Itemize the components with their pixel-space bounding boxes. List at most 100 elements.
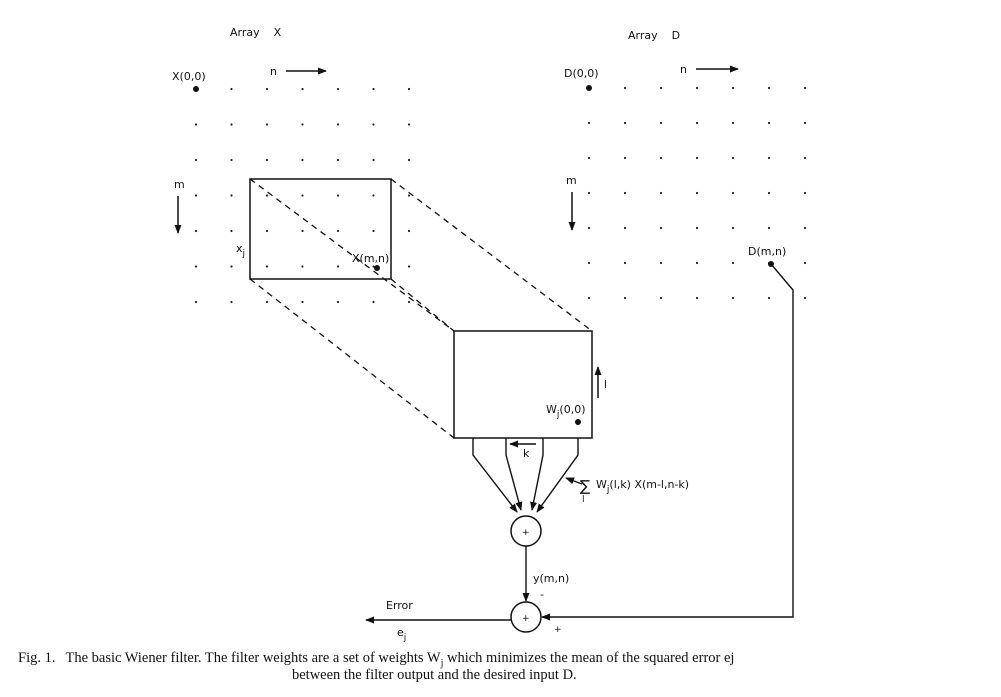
grid-dot bbox=[803, 296, 807, 300]
grid-dot bbox=[407, 265, 411, 268]
grid-dot bbox=[587, 296, 591, 300]
dmn-label: D(m,n) bbox=[748, 245, 786, 258]
grid-dot bbox=[230, 265, 233, 268]
n-label-left: n bbox=[270, 65, 277, 78]
adder-2-sign: + bbox=[522, 614, 530, 624]
grid-dot bbox=[767, 226, 771, 230]
l-label: l bbox=[604, 378, 607, 391]
grid-dot bbox=[301, 123, 304, 126]
grid-dot bbox=[336, 158, 340, 162]
grid-dot bbox=[265, 194, 269, 197]
grid-dot bbox=[731, 226, 735, 230]
grid-dot bbox=[301, 158, 304, 162]
grid-dot bbox=[695, 86, 699, 90]
grid-dot bbox=[623, 296, 627, 300]
n-label-right: n bbox=[680, 63, 687, 76]
grid-dot bbox=[230, 300, 233, 304]
x00-label: X(0,0) bbox=[172, 70, 206, 83]
adder-1-sign: + bbox=[522, 528, 530, 538]
m-label-left: m bbox=[174, 178, 185, 191]
grid-dot bbox=[372, 123, 375, 126]
grid-dot bbox=[407, 300, 411, 304]
grid-dot bbox=[623, 226, 627, 230]
xmn-label: X(m,n) bbox=[352, 252, 389, 265]
array-d-grid bbox=[587, 86, 807, 300]
minus-sign: - bbox=[540, 588, 544, 601]
grid-dot bbox=[407, 87, 411, 91]
grid-dot bbox=[587, 191, 591, 195]
grid-dot bbox=[407, 194, 411, 197]
caption-subscript: j bbox=[440, 657, 444, 669]
filter-output-lines bbox=[472, 438, 579, 513]
grid-dot bbox=[659, 261, 663, 265]
sum-symbol: ∑ bbox=[580, 477, 590, 495]
grid-dot bbox=[194, 300, 198, 304]
grid-dot bbox=[372, 87, 375, 91]
grid-dot bbox=[767, 156, 771, 160]
grid-dot bbox=[372, 194, 375, 197]
grid-dot bbox=[301, 87, 304, 91]
xj-label: xj bbox=[236, 242, 245, 259]
d00-label: D(0,0) bbox=[564, 67, 599, 80]
grid-dot bbox=[372, 300, 375, 304]
grid-dot bbox=[230, 229, 233, 233]
sum-term: Wj(l,k) X(m-l,n-k) bbox=[596, 478, 689, 495]
x00-dot bbox=[193, 86, 199, 92]
grid-dot bbox=[695, 261, 699, 265]
caption-text-1b: which minimizes the mean of the squared … bbox=[443, 650, 735, 666]
sum-subscript: l bbox=[582, 495, 585, 505]
grid-dot bbox=[731, 86, 735, 90]
grid-dot bbox=[301, 229, 304, 233]
grid-dot bbox=[587, 226, 591, 230]
grid-dot bbox=[731, 191, 735, 195]
grid-dot bbox=[695, 296, 699, 300]
wj00-dot bbox=[575, 419, 581, 425]
xmn-dot bbox=[374, 265, 380, 271]
grid-dot bbox=[623, 261, 627, 265]
grid-dot bbox=[803, 121, 807, 125]
grid-dot bbox=[587, 121, 591, 125]
grid-dot bbox=[659, 86, 663, 90]
ej-label: ej bbox=[397, 626, 406, 643]
grid-dot bbox=[695, 191, 699, 195]
grid-dot bbox=[803, 86, 807, 90]
grid-dot bbox=[695, 226, 699, 230]
array-x-title: Array X bbox=[230, 26, 282, 39]
grid-dot bbox=[407, 123, 411, 126]
plus-sign: + bbox=[554, 625, 562, 635]
grid-dot bbox=[265, 123, 269, 126]
grid-dot bbox=[336, 300, 340, 304]
grid-dot bbox=[623, 156, 627, 160]
error-label: Error bbox=[386, 599, 413, 612]
caption-label: Fig. 1. bbox=[18, 650, 56, 666]
grid-dot bbox=[265, 87, 269, 91]
wj00-label: Wj(0,0) bbox=[546, 403, 585, 420]
desired-input-line bbox=[541, 263, 794, 621]
grid-dot bbox=[695, 121, 699, 125]
grid-dot bbox=[767, 121, 771, 125]
grid-dot bbox=[336, 123, 340, 126]
grid-dot bbox=[230, 123, 233, 126]
grid-dot bbox=[336, 265, 340, 268]
grid-dot bbox=[265, 300, 269, 304]
grid-dot bbox=[194, 229, 198, 233]
grid-dot bbox=[230, 87, 233, 91]
grid-dot bbox=[803, 191, 807, 195]
xj-window bbox=[249, 178, 392, 280]
grid-dot bbox=[803, 226, 807, 230]
grid-dot bbox=[731, 296, 735, 300]
grid-dot bbox=[336, 194, 340, 197]
d00-dot bbox=[586, 85, 592, 91]
k-label: k bbox=[523, 447, 530, 460]
grid-dot bbox=[194, 265, 198, 268]
grid-dot bbox=[659, 121, 663, 125]
grid-dot bbox=[372, 229, 375, 233]
grid-dot bbox=[265, 229, 269, 233]
array-x-grid bbox=[194, 87, 411, 304]
grid-dot bbox=[767, 86, 771, 90]
grid-dot bbox=[407, 229, 411, 233]
grid-dot bbox=[623, 121, 627, 125]
grid-dot bbox=[230, 158, 233, 162]
grid-dot bbox=[659, 226, 663, 230]
